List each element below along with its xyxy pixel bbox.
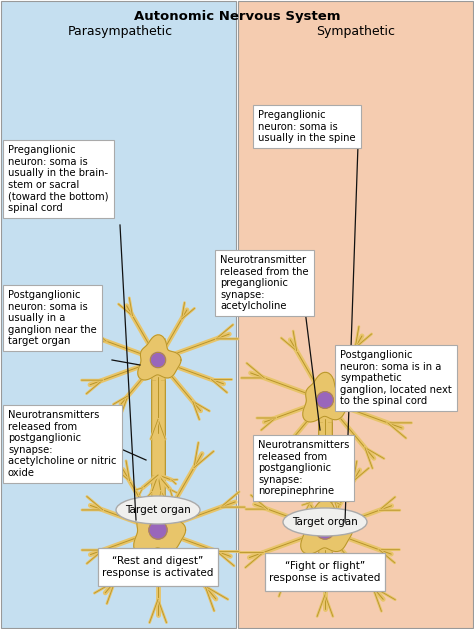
Text: Preganglionic
neuron: soma is
usually in the brain-
stem or sacral
(toward the b: Preganglionic neuron: soma is usually in… bbox=[8, 145, 109, 213]
Polygon shape bbox=[301, 500, 353, 554]
Circle shape bbox=[317, 392, 333, 408]
Polygon shape bbox=[138, 335, 181, 380]
Text: Postganglionic
neuron: soma is in a
sympathetic
ganglion, located next
to the sp: Postganglionic neuron: soma is in a symp… bbox=[340, 350, 452, 406]
Ellipse shape bbox=[283, 508, 367, 536]
Text: Neurotransmitters
released from
postganglionic
synapse:
norepinephrine: Neurotransmitters released from postgang… bbox=[258, 440, 349, 496]
Text: “Fight or flight”
response is activated: “Fight or flight” response is activated bbox=[269, 561, 381, 583]
Polygon shape bbox=[134, 500, 186, 554]
Polygon shape bbox=[303, 372, 350, 422]
Text: Preganglionic
neuron: soma is
usually in the spine: Preganglionic neuron: soma is usually in… bbox=[258, 110, 356, 143]
Text: “Rest and digest”
response is activated: “Rest and digest” response is activated bbox=[102, 556, 214, 578]
Bar bbox=[1, 1, 236, 628]
Bar bbox=[238, 1, 473, 628]
Text: Neurotransmitters
released from
postganglionic
synapse:
acetylcholine or nitric
: Neurotransmitters released from postgang… bbox=[8, 410, 117, 478]
Text: Neurotransmitter
released from the
preganglionic
synapse:
acetylcholine: Neurotransmitter released from the prega… bbox=[220, 255, 309, 311]
Circle shape bbox=[149, 521, 167, 539]
Text: Postganglionic
neuron: soma is
usually in a
ganglion near the
target organ: Postganglionic neuron: soma is usually i… bbox=[8, 290, 97, 347]
FancyBboxPatch shape bbox=[98, 548, 218, 586]
Circle shape bbox=[316, 521, 334, 539]
Text: Parasympathetic: Parasympathetic bbox=[67, 25, 173, 38]
FancyBboxPatch shape bbox=[265, 553, 385, 591]
Text: Autonomic Nervous System: Autonomic Nervous System bbox=[134, 10, 340, 23]
Text: Target organ: Target organ bbox=[292, 517, 358, 527]
Circle shape bbox=[150, 352, 165, 367]
Text: Sympathetic: Sympathetic bbox=[317, 25, 395, 38]
Ellipse shape bbox=[116, 496, 200, 524]
Text: Target organ: Target organ bbox=[125, 505, 191, 515]
